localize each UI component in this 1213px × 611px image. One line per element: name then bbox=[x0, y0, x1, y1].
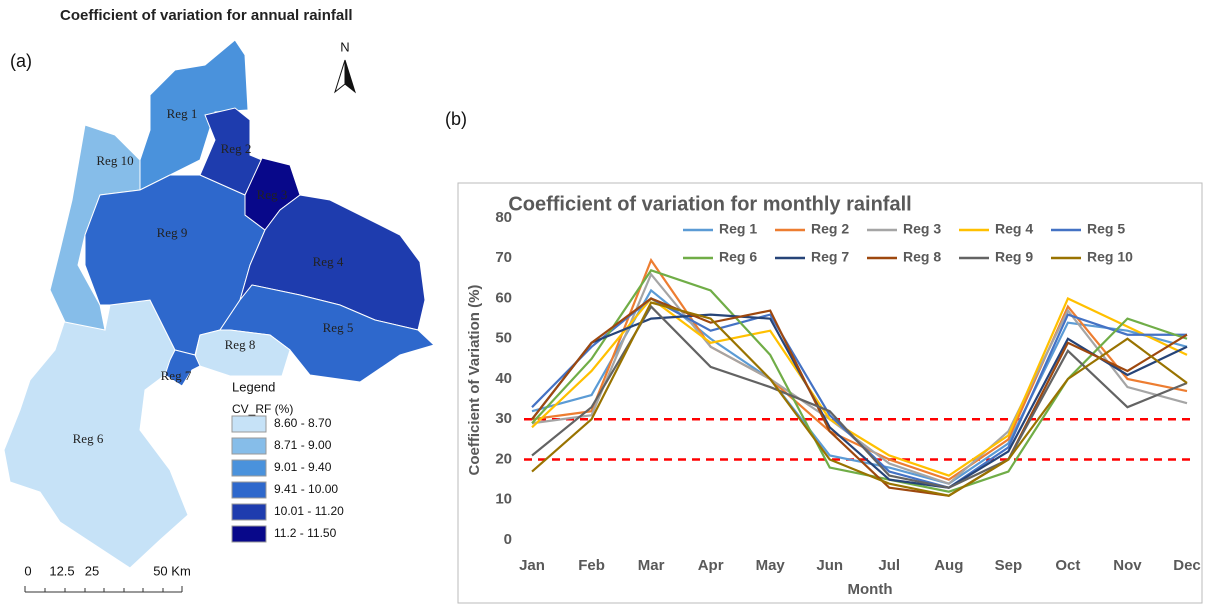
panel-label: (b) bbox=[445, 109, 467, 129]
map bbox=[3, 39, 435, 569]
scale-label: 50 Km bbox=[153, 563, 191, 578]
x-tick-label: Apr bbox=[698, 557, 724, 574]
legend-label: 10.01 - 11.20 bbox=[274, 504, 344, 518]
x-tick-label: Aug bbox=[934, 557, 963, 574]
plot: 0 10 20 30 40 50 60 70 80 Jan Feb Mar Apr May Jun Jul Au… bbox=[495, 209, 1200, 574]
legend-label: 8.71 - 9.00 bbox=[274, 438, 332, 452]
region bbox=[139, 39, 249, 191]
x-tick-label: Jul bbox=[878, 557, 900, 574]
chart-frame bbox=[457, 182, 1203, 604]
series-line bbox=[531, 297, 1188, 497]
scale-bar bbox=[24, 586, 183, 593]
region-label: Reg 3 bbox=[257, 187, 288, 202]
y-axis-label: Coefficient of Variation (%) bbox=[466, 285, 483, 476]
legend-label: Reg 7 bbox=[811, 249, 849, 265]
y-tick-label: 80 bbox=[495, 209, 512, 226]
north-arrow bbox=[334, 59, 356, 94]
region-label: Reg 4 bbox=[313, 254, 344, 269]
legend-swatch bbox=[231, 503, 267, 521]
legend-swatch bbox=[231, 459, 267, 477]
x-tick-label: Oct bbox=[1055, 557, 1080, 574]
panel-label: (a) bbox=[10, 51, 32, 71]
region bbox=[3, 299, 189, 569]
scale-label: 25 bbox=[85, 563, 99, 578]
legend-label: 9.01 - 9.40 bbox=[274, 460, 332, 474]
legend-label: 9.41 - 10.00 bbox=[274, 482, 338, 496]
chart-title: Coefficient of variation for monthly rai… bbox=[508, 193, 911, 215]
y-tick-label: 60 bbox=[495, 289, 512, 306]
north-label: N bbox=[340, 39, 349, 54]
series-line bbox=[531, 272, 1188, 485]
y-tick-label: 10 bbox=[495, 491, 512, 508]
legend-label: 11.2 - 11.50 bbox=[274, 526, 337, 540]
legend-label: Reg 9 bbox=[995, 249, 1033, 265]
x-tick-label: Feb bbox=[578, 557, 605, 574]
scale-label: 12.5 bbox=[49, 563, 74, 578]
region-label: Reg 9 bbox=[157, 225, 188, 240]
y-tick-label: 50 bbox=[495, 330, 512, 347]
map-title: Coefficient of variation for annual rain… bbox=[60, 7, 353, 24]
legend-label: Reg 1 bbox=[719, 221, 757, 237]
x-tick-label: Mar bbox=[638, 557, 665, 574]
series-line bbox=[531, 269, 1188, 493]
x-tick-label: Dec bbox=[1173, 557, 1201, 574]
y-tick-label: 70 bbox=[495, 249, 512, 266]
legend-swatch bbox=[231, 525, 267, 543]
y-tick-label: 20 bbox=[495, 450, 512, 467]
region-label: Reg 7 bbox=[161, 368, 192, 383]
legend-label: 8.60 - 8.70 bbox=[274, 416, 332, 430]
legend-label: Reg 8 bbox=[903, 249, 941, 265]
x-axis-label: Month bbox=[848, 581, 893, 598]
y-tick-label: 40 bbox=[495, 370, 512, 387]
x-tick-label: Nov bbox=[1113, 557, 1142, 574]
region-label: Reg 2 bbox=[221, 141, 252, 156]
legend-swatch bbox=[231, 437, 267, 455]
legend-swatch bbox=[231, 481, 267, 499]
scale-label: 0 bbox=[24, 563, 31, 578]
legend-label: Reg 4 bbox=[995, 221, 1033, 237]
legend-label: Reg 5 bbox=[1087, 221, 1125, 237]
legend-label: Reg 6 bbox=[719, 249, 757, 265]
series-line bbox=[531, 301, 1188, 497]
legend-swatch bbox=[231, 415, 267, 433]
x-tick-label: May bbox=[756, 557, 786, 574]
legend-field: CV_RF (%) bbox=[232, 402, 293, 416]
region-label: Reg 5 bbox=[323, 320, 354, 335]
y-tick-label: 30 bbox=[495, 410, 512, 427]
legend-label: Reg 3 bbox=[903, 221, 941, 237]
series-line bbox=[531, 296, 1188, 477]
region-label: Reg 6 bbox=[73, 431, 104, 446]
map-legend: 8.60 - 8.70 8.71 - 9.00 9.01 - 9.40 9.41 - … bbox=[231, 415, 344, 543]
y-tick-label: 0 bbox=[504, 531, 512, 548]
x-tick-label: Jun bbox=[816, 557, 843, 574]
region-label: Reg 1 bbox=[167, 106, 198, 121]
legend-label: Reg 2 bbox=[811, 221, 849, 237]
x-tick-label: Jan bbox=[519, 557, 545, 574]
x-tick-label: Sep bbox=[995, 557, 1023, 574]
region bbox=[164, 349, 201, 387]
region-label: Reg 8 bbox=[225, 337, 256, 352]
legend-label: Reg 10 bbox=[1087, 249, 1133, 265]
region-label: Reg 10 bbox=[96, 153, 133, 168]
legend-title: Legend bbox=[232, 379, 275, 394]
